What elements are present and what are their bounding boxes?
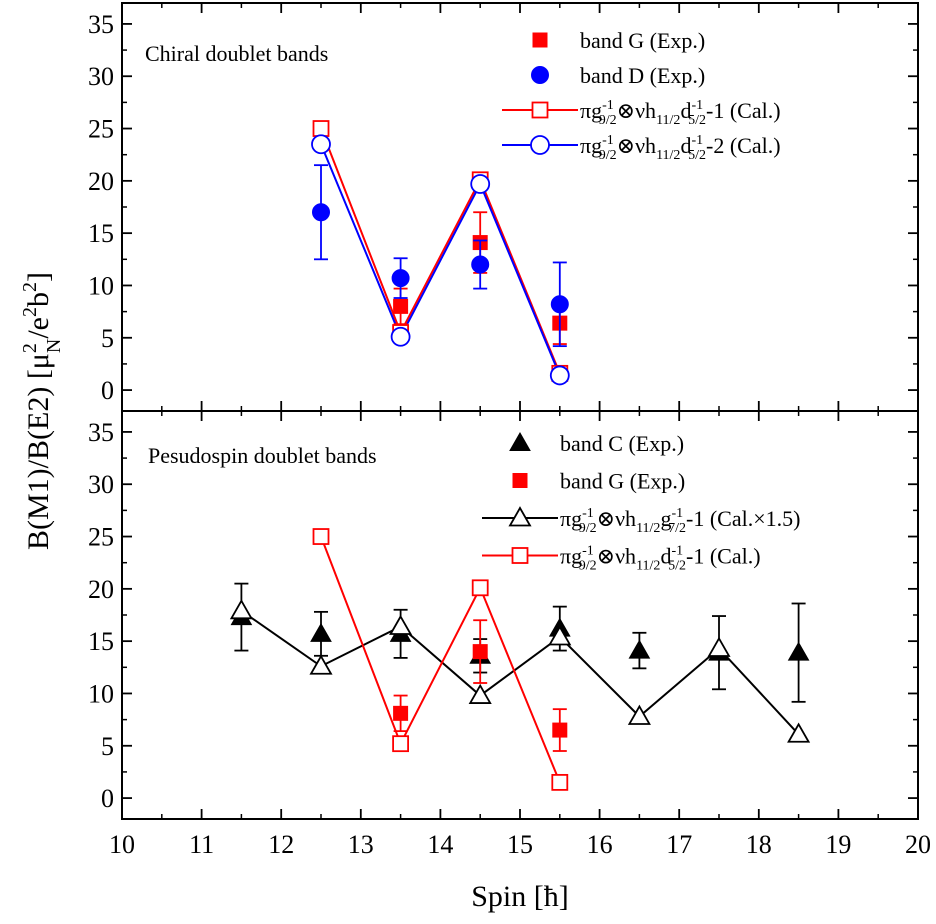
x-tick-label-13: 13 (348, 830, 374, 859)
data-point-top-1-2 (471, 255, 490, 274)
series-top-1 (312, 164, 569, 348)
series-bottom-3 (312, 528, 569, 791)
data-point-bottom-2-4 (548, 625, 572, 646)
y-tick-label-top-5: 5 (101, 324, 114, 353)
legend-label-top-0: band G (Exp.) (580, 28, 705, 53)
legend-marker-bottom-3 (511, 547, 529, 564)
y-tick-label-bottom-25: 25 (88, 523, 114, 552)
legend-label-top-3: πg-1 9/2⊗νh11/2d-1 5/2-2 (Cal.) (580, 133, 781, 163)
y-axis-label: B(M1)/B(E2) [μ2 N/e2b2] (19, 272, 65, 550)
data-point-bottom-3-2 (471, 579, 489, 597)
y-tick-label-bottom-15: 15 (88, 627, 114, 656)
data-point-bottom-2-3 (468, 683, 492, 704)
data-point-bottom-3-0 (312, 528, 330, 545)
y-tick-label-top-35: 35 (88, 10, 114, 39)
data-point-bottom-1-1 (472, 644, 488, 660)
legend-marker-bottom-0 (509, 431, 531, 451)
y-tick-label-bottom-0: 0 (101, 784, 114, 813)
legend-label-bottom-3: πg-1 9/2⊗νh11/2d-1 5/2-1 (Cal.) (560, 544, 761, 574)
panel-title-bottom: Pesudospin doublet bands (148, 443, 377, 468)
data-point-bottom-0-7 (787, 641, 810, 661)
data-point-bottom-3-1 (392, 735, 410, 753)
y-tick-label-top-30: 30 (88, 62, 114, 91)
x-tick-label-19: 19 (825, 830, 851, 859)
legend-label-bottom-2: πg-1 9/2⊗νh11/2g-1 7/2-1 (Cal.×1.5) (560, 506, 800, 536)
series-bottom-1 (393, 619, 568, 752)
y-tick-label-top-0: 0 (101, 376, 114, 405)
legend-marker-bottom-1 (512, 473, 528, 488)
x-tick-label-10: 10 (109, 830, 135, 859)
x-tick-label-16: 16 (587, 830, 613, 859)
data-point-bottom-2-5 (627, 704, 651, 725)
x-axis-label: Spin [ħ] (471, 880, 569, 913)
y-tick-label-bottom-5: 5 (101, 732, 114, 761)
series-top-3 (311, 134, 570, 386)
y-tick-label-top-20: 20 (88, 167, 114, 196)
panel-top: 0 5 10 15 20 25 30 35 Chiral doublet bands band G… (88, 2, 919, 412)
y-tick-label-top-15: 15 (88, 219, 114, 248)
legend-marker-top-1 (531, 66, 549, 84)
data-point-bottom-3-3 (551, 773, 569, 791)
series-bottom-2 (229, 599, 811, 743)
x-tick-label-12: 12 (268, 830, 294, 859)
y-tick-label-bottom-10: 10 (88, 679, 114, 708)
series-line-top-2 (320, 128, 561, 374)
data-point-top-2-0 (312, 120, 330, 137)
y-tick-label-bottom-20: 20 (88, 575, 114, 604)
legend-bottom: band C (Exp.) band G (Exp.) πg-1 9/2⊗νh11/2… (482, 431, 800, 574)
y-tick-label-bottom-30: 30 (88, 470, 114, 499)
series-line-top-3 (320, 143, 561, 376)
panel-bottom: 0 5 10 15 20 25 30 35 10 11 12 13 14 15 16 17 18 19 20 Pesu… (88, 410, 931, 859)
legend-marker-bottom-2 (508, 506, 532, 527)
x-tick-label-14: 14 (427, 830, 453, 859)
data-point-top-3-3 (549, 365, 570, 386)
data-point-bottom-2-1 (309, 654, 333, 675)
y-tick-label-bottom-35: 35 (88, 418, 114, 447)
data-point-bottom-2-6 (707, 636, 731, 657)
data-point-top-3-2 (470, 174, 491, 194)
legend-marker-top-0 (532, 32, 548, 48)
data-point-bottom-0-5 (628, 639, 651, 659)
data-point-top-0-0 (393, 298, 409, 314)
data-point-top-1-1 (391, 269, 410, 288)
legend-marker-top-3 (530, 135, 550, 155)
x-tick-label-18: 18 (746, 830, 772, 859)
data-point-bottom-1-0 (393, 705, 409, 721)
data-point-top-1-3 (550, 295, 569, 314)
y-tick-label-top-25: 25 (88, 115, 114, 144)
data-point-top-1-0 (312, 203, 330, 222)
x-tick-label-20: 20 (905, 830, 931, 859)
series-line-bottom-3 (320, 536, 561, 783)
data-point-bottom-1-2 (552, 722, 568, 738)
legend-top: band G (Exp.) band D (Exp.) πg-1 9/2⊗νh11/2… (502, 28, 781, 163)
legend-marker-top-2 (531, 101, 549, 119)
data-point-top-3-1 (390, 326, 411, 347)
series-line-bottom-2 (240, 609, 800, 735)
legend-label-bottom-0: band C (Exp.) (560, 431, 684, 456)
x-tick-label-17: 17 (666, 830, 692, 859)
legend-label-top-2: πg-1 9/2⊗νh11/2d-1 5/2-1 (Cal.) (580, 98, 781, 128)
y-tick-label-top-10: 10 (88, 271, 114, 300)
data-point-bottom-2-7 (787, 722, 811, 743)
legend-label-bottom-1: band G (Exp.) (560, 469, 685, 494)
data-point-bottom-2-2 (389, 614, 413, 635)
data-point-bottom-2-0 (229, 599, 253, 620)
data-point-top-3-0 (311, 134, 331, 155)
data-point-bottom-0-1 (310, 622, 332, 642)
legend-label-top-1: band D (Exp.) (580, 63, 705, 88)
series-top-2 (312, 120, 569, 382)
panel-title-top: Chiral doublet bands (145, 41, 328, 66)
series-top-0 (393, 211, 568, 345)
x-tick-label-11: 11 (189, 830, 214, 859)
x-tick-label-15: 15 (507, 830, 533, 859)
